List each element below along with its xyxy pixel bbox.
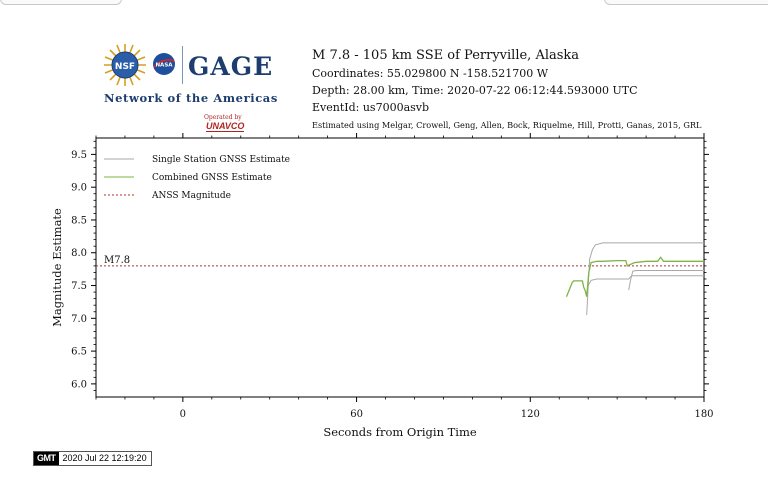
unavco-logo: UNAVCO — [206, 121, 245, 132]
y-tick-label: 6.5 — [71, 347, 87, 358]
y-tick-label: 7.5 — [71, 281, 87, 292]
legend: Single Station GNSS Estimate Combined GN… — [104, 155, 290, 201]
gage-wordmark: GAGE — [188, 52, 274, 81]
x-tick-label: 180 — [694, 409, 713, 420]
logo-divider — [182, 46, 183, 84]
legend-label-anss: ANSS Magnitude — [151, 191, 231, 201]
operated-by-label: Operated by — [204, 114, 242, 121]
browser-top-edge — [0, 0, 768, 6]
x-axis-label: Seconds from Origin Time — [323, 425, 477, 439]
gmt-timestamp: 2020 Jul 22 12:19:20 — [58, 452, 151, 465]
x-tick-label: 120 — [521, 409, 540, 420]
event-depth-time: Depth: 28.00 km, Time: 2020-07-22 06:12:… — [312, 84, 638, 97]
legend-label-single-station: Single Station GNSS Estimate — [152, 155, 290, 165]
gmt-logo: GMT — [34, 452, 59, 465]
network-tagline: Network of the Americas — [104, 91, 278, 105]
nasa-logo-text: NASA — [155, 63, 173, 69]
event-citation: Estimated using Melgar, Crowell, Geng, A… — [312, 120, 702, 130]
event-id: EventId: us7000asvb — [312, 101, 430, 114]
y-tick-label: 8.0 — [71, 248, 87, 259]
x-tick-label: 0 — [180, 409, 186, 420]
event-title: M 7.8 - 105 km SSE of Perryville, Alaska — [312, 48, 580, 63]
y-tick-label: 9.0 — [71, 183, 87, 194]
event-info: M 7.8 - 105 km SSE of Perryville, Alaska… — [312, 48, 702, 130]
y-tick-label: 6.0 — [71, 379, 87, 390]
gmt-timestamp-stamp: GMT 2020 Jul 22 12:19:20 — [33, 451, 152, 466]
browser-tab-right[interactable] — [604, 0, 768, 5]
x-tick-label: 60 — [350, 409, 363, 420]
plot-frame — [95, 137, 705, 398]
y-tick-label: 7.0 — [71, 314, 87, 325]
reference-magnitude-label: M7.8 — [104, 255, 130, 266]
gage-logo-block: NSF NASA GAGE Network of the Americas Op… — [100, 42, 278, 137]
nsf-logo-icon: NSF — [104, 44, 146, 86]
legend-label-combined: Combined GNSS Estimate — [152, 173, 272, 183]
single-station-line — [586, 242, 704, 316]
combined-gnss-line — [565, 256, 704, 297]
single-station-line — [587, 275, 704, 286]
y-tick-label: 8.5 — [71, 215, 87, 226]
event-coordinates: Coordinates: 55.029800 N -158.521700 W — [312, 67, 549, 80]
y-axis-label: Magnitude Estimate — [50, 208, 64, 327]
series-layer — [96, 242, 704, 316]
y-tick-label: 9.5 — [71, 150, 87, 161]
nsf-logo-text: NSF — [115, 62, 135, 72]
single-station-line — [628, 270, 704, 291]
nasa-logo-icon: NASA — [153, 53, 175, 75]
